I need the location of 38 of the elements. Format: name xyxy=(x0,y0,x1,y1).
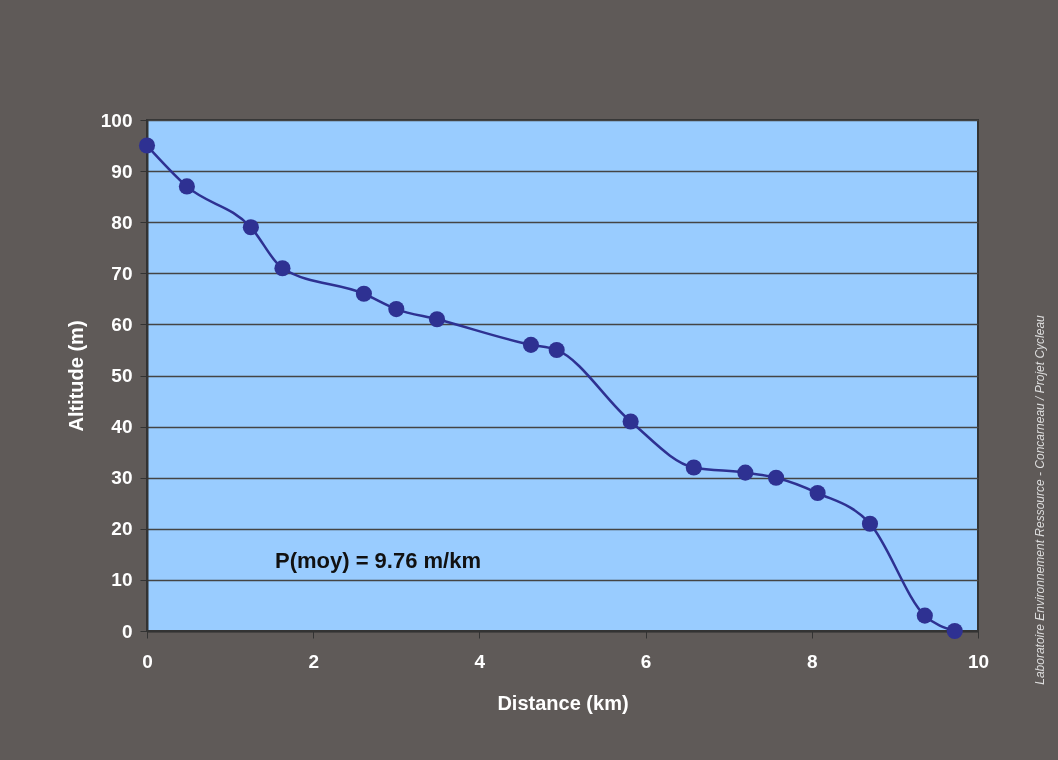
x-tick-label: 6 xyxy=(640,650,652,672)
x-tick-label: 0 xyxy=(142,650,153,672)
point xyxy=(768,469,785,486)
point xyxy=(946,622,963,640)
point xyxy=(242,219,259,236)
point xyxy=(916,607,933,624)
y-tick-label: 90 xyxy=(111,160,133,182)
y-tick-label: 10 xyxy=(111,569,133,591)
annotation: P(moy) = 9.76 m/km xyxy=(274,548,482,573)
y-tick-label: 30 xyxy=(111,467,133,489)
point xyxy=(138,137,156,154)
point xyxy=(548,341,565,358)
point xyxy=(809,484,826,502)
point xyxy=(178,178,195,195)
point xyxy=(622,413,639,430)
x-tick-label: 10 xyxy=(967,650,990,672)
y-tick-label: 50 xyxy=(111,365,133,386)
y-tick-label: 80 xyxy=(111,211,133,233)
y-tick-label: 0 xyxy=(121,620,133,642)
y-tick-label: 60 xyxy=(111,313,133,335)
x-tick-label: 8 xyxy=(807,650,818,672)
point xyxy=(861,515,879,532)
point xyxy=(274,260,291,277)
y-axis-title: Altitude (m) xyxy=(64,320,87,432)
y-tick-label: 40 xyxy=(111,416,133,438)
point xyxy=(388,301,405,318)
x-tick-label: 2 xyxy=(308,650,319,672)
text: Laboratoire Environnement Ressource - Concarneau / Projet Cycleau xyxy=(1033,314,1047,685)
y-tick-label: 20 xyxy=(111,518,133,540)
x-tick-label: 4 xyxy=(474,650,486,672)
x-axis-title: Distance (km) xyxy=(497,691,629,714)
y-tick-label: 70 xyxy=(111,262,133,284)
point xyxy=(428,311,446,328)
point xyxy=(685,459,702,476)
y-tick-label: 100 xyxy=(100,109,133,131)
point xyxy=(737,464,754,481)
point xyxy=(522,336,539,353)
point xyxy=(355,285,372,302)
